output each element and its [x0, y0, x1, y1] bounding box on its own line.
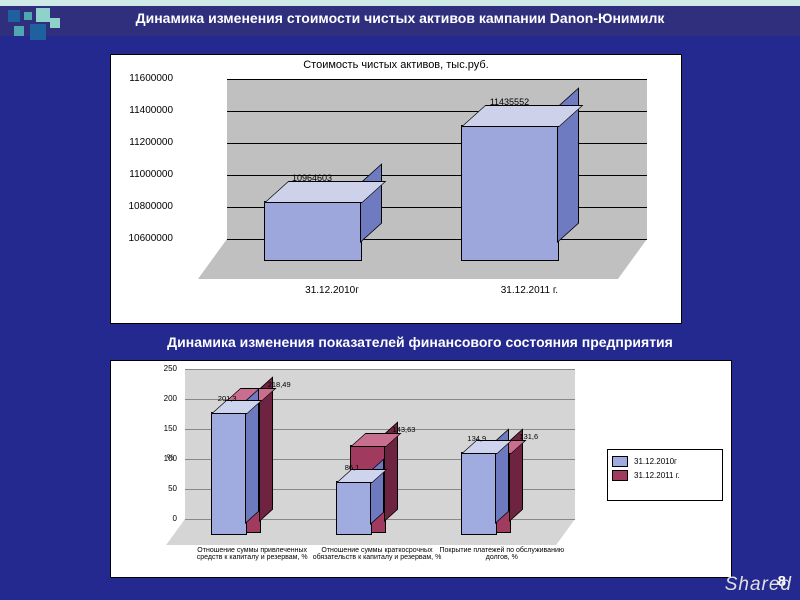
chart1-xlabel: 31.12.2011 г.: [439, 285, 619, 296]
chart2-ytick: 150: [137, 424, 177, 433]
slide-title-1: Динамика изменения стоимости чистых акти…: [120, 10, 680, 28]
chart1-value-label: 10964603: [262, 173, 362, 183]
chart2-ytick: 100: [137, 454, 177, 463]
chart2-value-label: 131,6: [499, 432, 559, 441]
chart1-ytick: 11000000: [93, 169, 173, 180]
chart1-xlabel: 31.12.2010г: [242, 285, 422, 296]
chart1-title: Стоимость чистых активов, тыс.руб.: [111, 59, 681, 71]
chart2-value-label: 201,3: [197, 394, 257, 403]
chart2-legend: 31.12.2010г31.12.2011 г.: [607, 449, 723, 501]
chart2-value-label: 143,63: [374, 425, 434, 434]
chart2-ytick: 250: [137, 364, 177, 373]
chart1-ytick: 11200000: [93, 137, 173, 148]
chart2-xlabel: Отношение суммы краткосрочных обязательс…: [312, 547, 442, 562]
chart2-plot: % 050100150200250Отношение суммы привлеч…: [165, 369, 595, 569]
chart2-value-label: 86,1: [322, 463, 382, 472]
chart2-xlabel: Отношение суммы привлеченных средств к к…: [187, 547, 317, 562]
chart1-ytick: 10800000: [93, 201, 173, 212]
chart2-ytick: 0: [137, 514, 177, 523]
watermark: Shared: [725, 574, 792, 596]
decorative-squares: [6, 8, 126, 48]
chart2-ytick: 200: [137, 394, 177, 403]
chart1-value-label: 11435552: [459, 97, 559, 107]
chart1-ytick: 11400000: [93, 105, 173, 116]
slide-title-2: Динамика изменения показателей финансово…: [80, 334, 760, 350]
chart1-ytick: 11600000: [93, 73, 173, 84]
legend-item: 31.12.2011 г.: [612, 468, 718, 482]
financial-indicators-chart: % 050100150200250Отношение суммы привлеч…: [110, 360, 732, 578]
chart2-ytick: 50: [137, 484, 177, 493]
chart2-value-label: 134,9: [447, 434, 507, 443]
legend-item: 31.12.2010г: [612, 454, 718, 468]
net-assets-chart: Стоимость чистых активов, тыс.руб. 10600…: [110, 54, 682, 324]
chart2-value-label: 218,49: [249, 380, 309, 389]
chart2-xlabel: Покрытие платежей по обслуживанию долгов…: [437, 547, 567, 562]
chart1-ytick: 10600000: [93, 233, 173, 244]
chart1-plot: 1060000010800000110000001120000011400000…: [197, 79, 663, 291]
